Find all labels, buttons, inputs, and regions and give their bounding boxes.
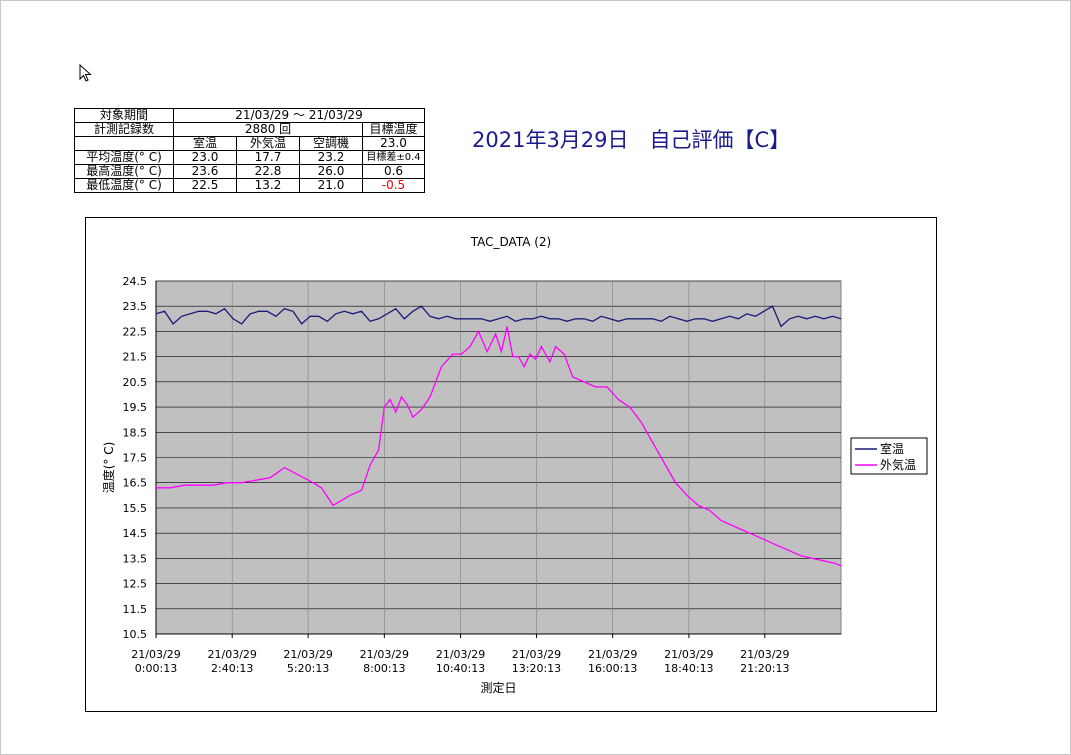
summary-cell: 0.6 bbox=[362, 164, 425, 179]
mouse-cursor-icon bbox=[79, 64, 92, 82]
x-tick-date: 21/03/29 bbox=[512, 648, 561, 661]
summary-row: 平均温度(° C) 23.0 17.7 23.2 目標差±0.4 bbox=[74, 150, 425, 165]
series-line-0 bbox=[155, 305, 842, 328]
x-tick-time: 10:40:13 bbox=[436, 662, 485, 675]
summary-cell: 平均温度(° C) bbox=[74, 150, 174, 165]
y-tick-label: 11.5 bbox=[123, 603, 148, 616]
series-line-1 bbox=[156, 326, 842, 567]
x-tick-time: 21:20:13 bbox=[740, 662, 789, 675]
y-tick-label: 22.5 bbox=[123, 325, 148, 338]
summary-cell: 室温 bbox=[173, 136, 237, 151]
legend-label: 外気温 bbox=[880, 457, 916, 472]
y-tick-label: 15.5 bbox=[123, 502, 148, 515]
y-tick-label: 12.5 bbox=[123, 578, 148, 591]
summary-cell: 23.0 bbox=[173, 150, 237, 165]
summary-cell: 23.0 bbox=[362, 136, 425, 151]
summary-cell: 最低温度(° C) bbox=[74, 178, 174, 193]
y-tick-label: 16.5 bbox=[123, 477, 148, 490]
legend-box bbox=[850, 437, 928, 475]
x-tick-time: 16:00:13 bbox=[588, 662, 637, 675]
page-title: 2021年3月29日 自己評価【C】 bbox=[472, 128, 791, 152]
summary-cell: 13.2 bbox=[236, 178, 300, 193]
summary-cell: 22.8 bbox=[236, 164, 300, 179]
summary-row: 室温 外気温 空調機 23.0 bbox=[74, 136, 425, 151]
chart-title: TAC_DATA (2) bbox=[470, 235, 552, 249]
summary-cell: -0.5 bbox=[362, 178, 425, 193]
y-tick-label: 14.5 bbox=[123, 527, 148, 540]
summary-cell: 22.5 bbox=[173, 178, 237, 193]
y-axis-label: 温度(° C) bbox=[101, 442, 116, 494]
x-tick-time: 2:40:13 bbox=[211, 662, 253, 675]
y-tick-label: 17.5 bbox=[123, 452, 148, 465]
x-axis-label: 測定日 bbox=[480, 680, 516, 695]
summary-cell: 23.2 bbox=[299, 150, 363, 165]
summary-cell: 26.0 bbox=[299, 164, 363, 179]
y-tick-label: 13.5 bbox=[123, 552, 148, 565]
y-tick-label: 24.5 bbox=[123, 275, 148, 288]
summary-cell: 対象期間 bbox=[74, 108, 174, 123]
y-tick-label: 19.5 bbox=[123, 401, 148, 414]
x-tick-time: 5:20:13 bbox=[287, 662, 329, 675]
summary-cell: 17.7 bbox=[236, 150, 300, 165]
x-tick-date: 21/03/29 bbox=[664, 648, 713, 661]
x-tick-date: 21/03/29 bbox=[360, 648, 409, 661]
legend-label: 室温 bbox=[880, 441, 904, 456]
y-tick-label: 18.5 bbox=[123, 426, 148, 439]
y-tick-label: 23.5 bbox=[123, 300, 148, 313]
summary-row: 最低温度(° C) 22.5 13.2 21.0 -0.5 bbox=[74, 178, 425, 193]
x-tick-date: 21/03/29 bbox=[740, 648, 789, 661]
summary-cell: 外気温 bbox=[236, 136, 300, 151]
summary-cell bbox=[74, 136, 174, 151]
summary-row: 対象期間 21/03/29 〜 21/03/29 bbox=[74, 108, 425, 123]
y-tick-label: 10.5 bbox=[123, 628, 148, 641]
summary-cell: 21.0 bbox=[299, 178, 363, 193]
summary-row: 計測記録数 2880 回目標温度 bbox=[74, 122, 425, 137]
summary-cell: 21/03/29 〜 21/03/29 bbox=[173, 108, 425, 123]
x-tick-time: 13:20:13 bbox=[512, 662, 561, 675]
x-tick-time: 8:00:13 bbox=[363, 662, 405, 675]
summary-cell: 計測記録数 bbox=[74, 122, 174, 137]
summary-cell: 目標差±0.4 bbox=[362, 150, 425, 165]
x-tick-date: 21/03/29 bbox=[588, 648, 637, 661]
summary-row: 最高温度(° C) 23.6 22.8 26.0 0.6 bbox=[74, 164, 425, 179]
summary-cell: 最高温度(° C) bbox=[74, 164, 174, 179]
x-tick-time: 0:00:13 bbox=[135, 662, 177, 675]
x-tick-date: 21/03/29 bbox=[436, 648, 485, 661]
y-tick-label: 20.5 bbox=[123, 376, 148, 389]
x-tick-date: 21/03/29 bbox=[283, 648, 332, 661]
chart-frame: TAC_DATA (2) 24.5 23.5 22.5 21.5 20.5 19.5 18.5… bbox=[85, 217, 937, 712]
summary-cell: 空調機 bbox=[299, 136, 363, 151]
x-tick-time: 18:40:13 bbox=[664, 662, 713, 675]
summary-table: 対象期間 21/03/29 〜 21/03/29 計測記録数 2880 回目標温度 室温… bbox=[74, 108, 425, 193]
summary-cell: 2880 回 bbox=[173, 122, 363, 137]
summary-cell: 23.6 bbox=[173, 164, 237, 179]
x-tick-date: 21/03/29 bbox=[208, 648, 257, 661]
summary-cell: 目標温度 bbox=[362, 122, 425, 137]
temperature-chart: TAC_DATA (2) 24.5 23.5 22.5 21.5 20.5 19.5 18.5… bbox=[101, 235, 928, 695]
y-tick-label: 21.5 bbox=[123, 351, 148, 364]
x-tick-date: 21/03/29 bbox=[131, 648, 180, 661]
